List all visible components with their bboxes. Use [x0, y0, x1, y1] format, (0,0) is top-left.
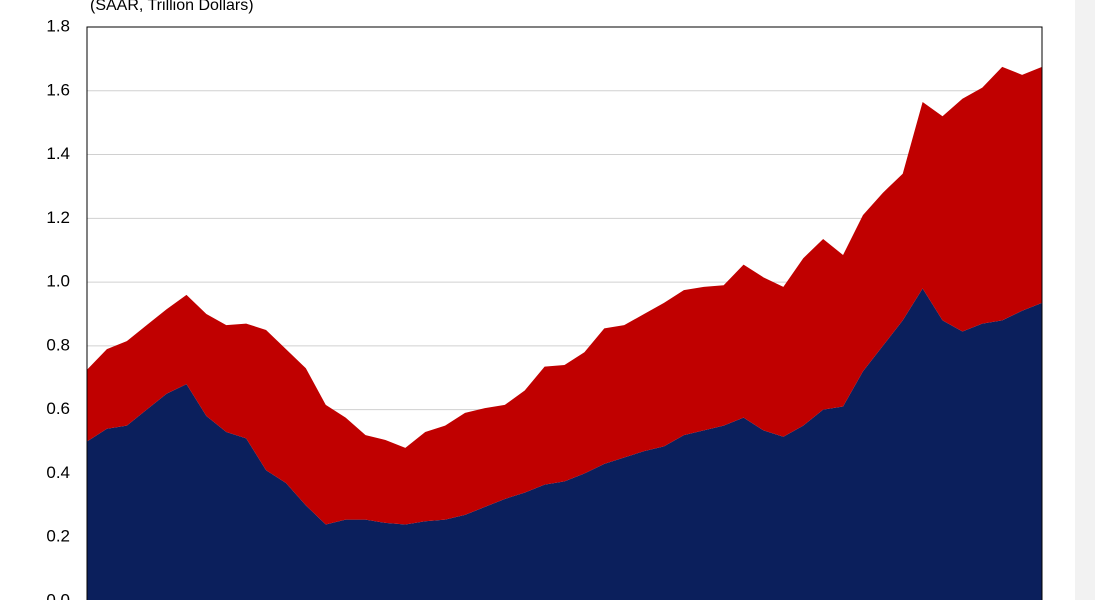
y-tick-label: 0.0	[46, 590, 70, 600]
side-strip	[1075, 0, 1095, 600]
area	[87, 288, 1042, 601]
y-tick-label: 1.6	[46, 80, 70, 99]
y-tick-label: 1.2	[46, 208, 70, 227]
y-tick-label: 0.2	[46, 527, 70, 546]
y-tick-label: 1.4	[46, 144, 70, 163]
y-tick-label: 0.8	[46, 335, 70, 354]
chart-subtitle: (SAAR, Trillion Dollars)	[90, 0, 254, 14]
area	[87, 66, 1042, 525]
y-tick-label: 1.8	[46, 16, 70, 35]
y-tick-label: 0.6	[46, 399, 70, 418]
y-tick-label: 1.0	[46, 272, 70, 291]
y-tick-label: 0.4	[46, 463, 70, 482]
